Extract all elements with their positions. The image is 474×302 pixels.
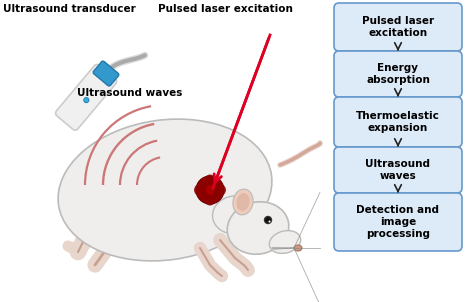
Circle shape (211, 191, 221, 201)
Ellipse shape (227, 202, 289, 254)
Circle shape (204, 175, 216, 185)
Circle shape (84, 98, 89, 103)
FancyBboxPatch shape (334, 51, 462, 97)
Circle shape (194, 184, 206, 196)
Ellipse shape (58, 119, 272, 261)
Ellipse shape (233, 189, 253, 215)
Text: Ultrasound transducer: Ultrasound transducer (3, 4, 136, 14)
Circle shape (211, 179, 221, 189)
Text: Energy
absorption: Energy absorption (366, 63, 430, 85)
FancyBboxPatch shape (334, 97, 462, 147)
FancyBboxPatch shape (93, 61, 119, 86)
Circle shape (214, 184, 226, 196)
FancyBboxPatch shape (334, 193, 462, 251)
Circle shape (199, 179, 209, 189)
Text: Detection and
image
processing: Detection and image processing (356, 204, 439, 239)
Ellipse shape (237, 193, 250, 211)
Text: Pulsed laser
excitation: Pulsed laser excitation (362, 16, 434, 38)
Text: Pulsed laser excitation: Pulsed laser excitation (157, 4, 292, 14)
Circle shape (199, 191, 209, 201)
Ellipse shape (269, 231, 301, 253)
Circle shape (268, 220, 271, 223)
FancyBboxPatch shape (334, 3, 462, 51)
FancyBboxPatch shape (55, 64, 117, 130)
FancyBboxPatch shape (334, 147, 462, 193)
Ellipse shape (294, 245, 302, 251)
Text: Thermoelastic
expansion: Thermoelastic expansion (356, 111, 440, 133)
Circle shape (264, 217, 272, 223)
Circle shape (204, 194, 216, 205)
Ellipse shape (212, 196, 257, 234)
Text: Ultrasound
waves: Ultrasound waves (365, 159, 430, 181)
Circle shape (196, 176, 224, 204)
Text: Ultrasound waves: Ultrasound waves (77, 88, 182, 98)
